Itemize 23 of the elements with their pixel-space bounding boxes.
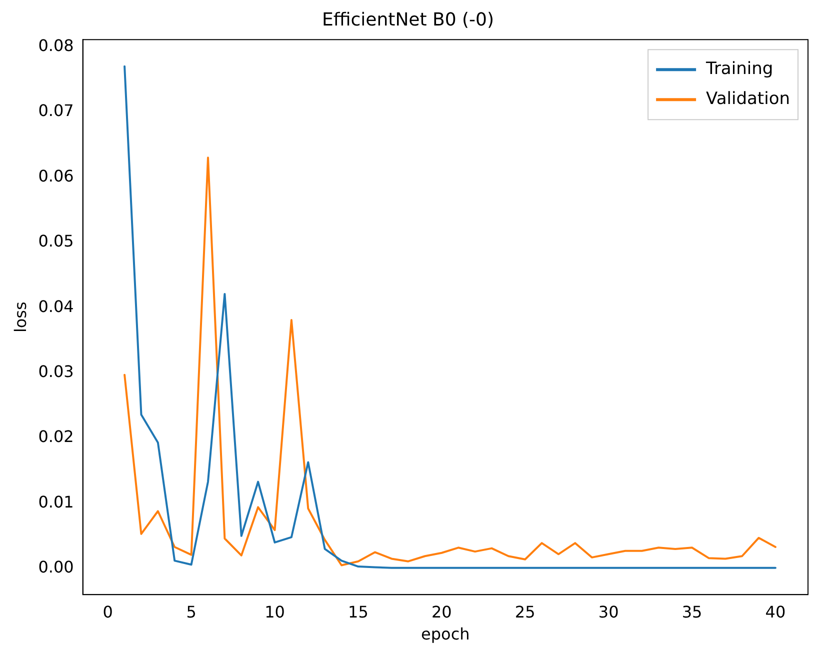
y-tick-label: 0.01 [38, 492, 74, 512]
y-tick-label: 0.02 [38, 427, 74, 446]
x-tick-label: 40 [765, 602, 786, 622]
y-tick-label: 0.05 [38, 232, 74, 251]
y-axis-title: loss [10, 302, 30, 333]
x-tick-label: 15 [348, 602, 368, 622]
x-axis-title: epoch [421, 624, 470, 644]
x-tick-label: 5 [186, 602, 196, 622]
legend-label: Training [705, 59, 774, 80]
x-tick-label: 0 [102, 602, 113, 622]
x-tick-label: 35 [682, 602, 702, 622]
x-tick-label: 20 [431, 602, 452, 622]
x-tick-label: 30 [598, 602, 619, 622]
y-tick-label: 0.06 [38, 166, 74, 186]
chart-title: EfficientNet B0 (-0) [322, 9, 494, 30]
y-tick-label: 0.07 [38, 101, 74, 120]
legend-label: Validation [706, 89, 790, 110]
y-tick-label: 0.03 [38, 362, 74, 382]
y-tick-label: 0.00 [38, 558, 74, 577]
x-tick-label: 10 [264, 602, 285, 622]
x-tick-label: 25 [514, 602, 536, 622]
y-tick-label: 0.04 [38, 296, 74, 316]
y-tick-label: 0.08 [38, 36, 74, 55]
